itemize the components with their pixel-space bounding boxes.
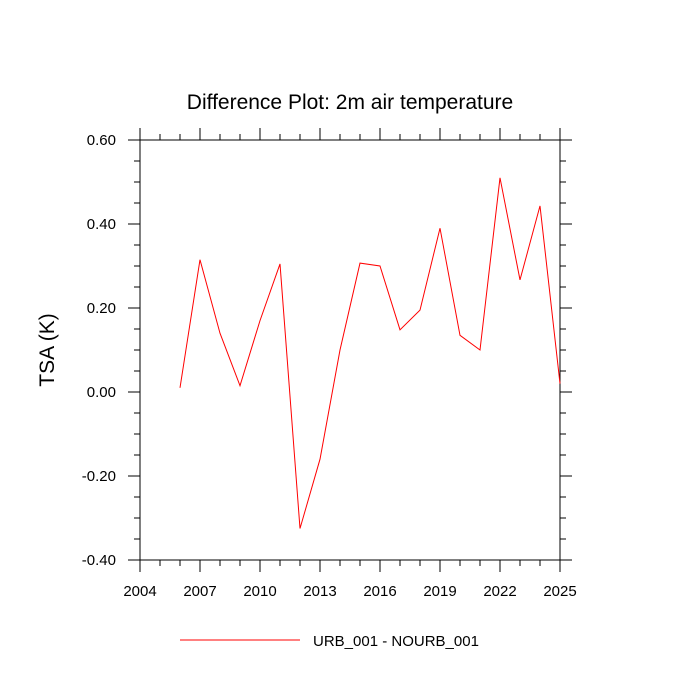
x-tick-label: 2022 (483, 583, 516, 600)
x-tick-label: 2019 (423, 583, 456, 600)
y-tick-label: 0.40 (87, 216, 116, 233)
y-axis-label: TSA (K) (36, 313, 59, 387)
data-series (179, 177, 561, 529)
y-tick-label: -0.20 (82, 468, 116, 485)
x-tick-label: 2013 (303, 583, 336, 600)
tick-labels: 2004 2007 2010 2013 2016 2019 2022 2025 -0.40 -0.… (82, 132, 577, 600)
y-tick-label: 0.00 (87, 384, 116, 401)
axis-ticks (128, 128, 572, 572)
y-tick-label: 0.60 (87, 132, 116, 149)
x-tick-label: 2004 (123, 583, 156, 600)
x-tick-label: 2007 (183, 583, 216, 600)
x-tick-label: 2016 (363, 583, 396, 600)
chart-title: Difference Plot: 2m air temperature (187, 91, 513, 114)
x-tick-label: 2025 (543, 583, 576, 600)
legend: URB_001 - NOURB_001 (180, 633, 479, 650)
series-line (179, 177, 561, 529)
y-tick-label: -0.40 (82, 552, 116, 569)
legend-label: URB_001 - NOURB_001 (313, 633, 479, 650)
x-tick-label: 2010 (243, 583, 276, 600)
y-tick-label: 0.20 (87, 300, 116, 317)
